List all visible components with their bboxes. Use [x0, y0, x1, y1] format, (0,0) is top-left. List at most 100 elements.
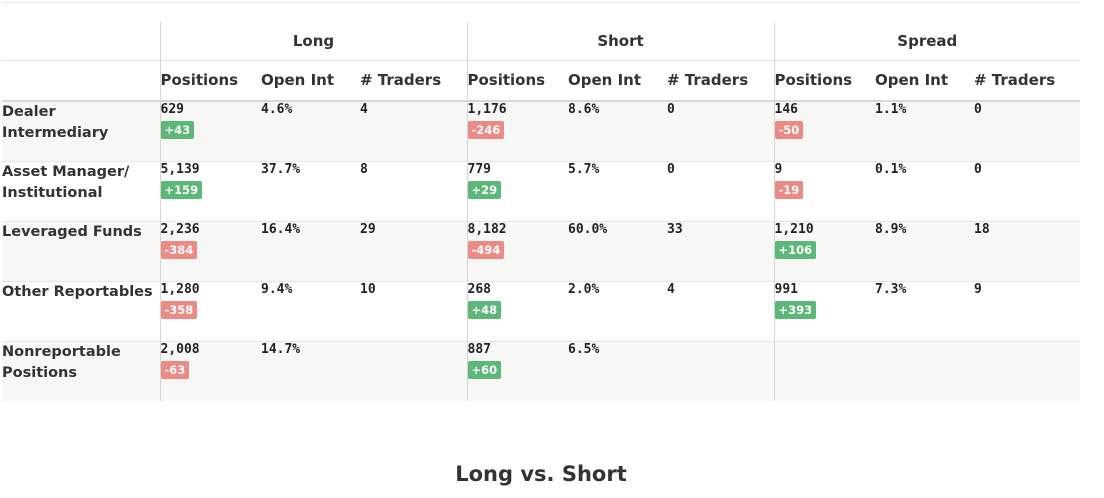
corner-cell	[2, 59, 160, 102]
header-spread-open-int: Open Int	[875, 59, 975, 102]
spread-traders-cell: 9	[974, 281, 1081, 342]
short-positions-cell: 887 +60	[466, 341, 568, 401]
long-open-int-cell: 37.7%	[261, 161, 360, 222]
spread-change-badge: +106	[774, 240, 817, 259]
row-label: Asset Manager/ Institutional	[2, 161, 160, 222]
header-long-traders: # Traders	[360, 59, 467, 102]
section-title: Long vs. Short	[455, 462, 627, 486]
short-change-badge: +29	[467, 180, 502, 199]
short-positions-value: 779	[467, 161, 491, 177]
spread-positions-cell: 991 +393	[773, 281, 876, 342]
long-open-int-cell: 9.4%	[261, 281, 360, 342]
short-traders-cell	[667, 341, 775, 401]
long-change-badge: +159	[160, 180, 203, 199]
long-open-int-cell: 4.6%	[261, 101, 360, 162]
long-positions-cell: 2,236 -384	[159, 221, 261, 282]
long-positions-cell: 1,280 -358	[159, 281, 261, 342]
short-change-badge: -246	[467, 121, 505, 139]
long-change-badge: -384	[160, 240, 198, 259]
long-positions-value: 2,008	[160, 341, 200, 357]
long-positions-cell: 5,139 +159	[159, 161, 261, 222]
spread-positions-cell: 146 -50	[773, 101, 876, 162]
spread-positions-value: 9	[774, 161, 783, 177]
spread-open-int-cell: 7.3%	[875, 281, 975, 342]
group-header-row: Long Short Spread	[2, 22, 1081, 60]
short-positions-cell: 779 +29	[466, 161, 568, 222]
group-header-short: Short	[466, 22, 775, 60]
short-positions-value: 1,176	[467, 102, 507, 117]
corner-cell	[2, 22, 160, 60]
spread-traders-cell: 0	[974, 161, 1081, 222]
long-open-int-cell: 14.7%	[261, 341, 360, 401]
short-positions-cell: 8,182 -494	[466, 221, 568, 282]
short-open-int-cell: 2.0%	[568, 281, 667, 342]
short-change-badge: +48	[467, 300, 502, 319]
spread-positions-value: 146	[774, 102, 798, 117]
spread-open-int-cell	[875, 341, 975, 401]
spread-traders-cell: 18	[974, 221, 1081, 282]
spread-positions-value: 991	[774, 281, 798, 297]
spread-open-int-cell: 0.1%	[875, 161, 975, 222]
table-row: Nonreportable Positions 2,008 -63 14.7% 8…	[2, 341, 1081, 401]
short-traders-cell: 0	[667, 161, 775, 222]
short-open-int-cell: 8.6%	[568, 101, 667, 162]
header-short-open-int: Open Int	[568, 59, 667, 102]
short-open-int-cell: 60.0%	[568, 221, 667, 282]
spread-change-badge: -50	[774, 121, 804, 139]
header-short-traders: # Traders	[667, 59, 775, 102]
header-long-open-int: Open Int	[261, 59, 360, 102]
short-traders-cell: 4	[667, 281, 775, 342]
row-label: Nonreportable Positions	[2, 341, 160, 401]
header-long-positions: Positions	[159, 59, 261, 102]
short-traders-cell: 33	[667, 221, 775, 282]
header-spread-positions: Positions	[773, 59, 876, 102]
short-positions-cell: 1,176 -246	[466, 101, 568, 162]
short-change-badge: +60	[467, 360, 502, 379]
short-positions-value: 8,182	[467, 221, 507, 237]
spread-open-int-cell: 1.1%	[875, 101, 975, 162]
spread-positions-value: 1,210	[774, 221, 814, 237]
long-positions-value: 1,280	[160, 281, 200, 297]
group-header-spread: Spread	[773, 22, 1081, 60]
spread-positions-cell: 1,210 +106	[773, 221, 876, 282]
table-row: Asset Manager/ Institutional 5,139 +159 3…	[2, 161, 1081, 222]
table-row: Dealer Intermediary 629 +43 4.6% 4 1,176-…	[2, 101, 1081, 162]
long-change-badge: -63	[160, 360, 190, 379]
long-positions-cell: 629 +43	[159, 101, 261, 162]
spread-traders-cell	[974, 341, 1081, 401]
short-change-badge: -494	[467, 240, 505, 259]
positions-table: Long Short Spread Positions Open Int # T…	[2, 22, 1081, 401]
row-label: Dealer Intermediary	[2, 101, 160, 162]
long-open-int-cell: 16.4%	[261, 221, 360, 282]
spread-open-int-cell: 8.9%	[875, 221, 975, 282]
spread-positions-cell	[773, 341, 876, 401]
long-traders-cell	[360, 341, 467, 401]
spread-change-badge: -19	[774, 180, 804, 199]
long-traders-cell: 29	[360, 221, 467, 282]
long-positions-value: 629	[160, 102, 184, 117]
header-short-positions: Positions	[466, 59, 568, 102]
long-positions-value: 5,139	[160, 161, 200, 177]
row-label: Other Reportables	[2, 281, 160, 342]
header-spread-traders: # Traders	[974, 59, 1081, 102]
group-header-long: Long	[159, 22, 467, 60]
long-change-badge: +43	[160, 121, 195, 139]
short-open-int-cell: 5.7%	[568, 161, 667, 222]
short-positions-cell: 268 +48	[466, 281, 568, 342]
short-positions-value: 887	[467, 341, 491, 357]
long-positions-value: 2,236	[160, 221, 200, 237]
long-traders-cell: 10	[360, 281, 467, 342]
short-positions-value: 268	[467, 281, 491, 297]
long-traders-cell: 8	[360, 161, 467, 222]
table-row: Leveraged Funds 2,236 -384 16.4% 29 8,182…	[2, 221, 1081, 282]
short-open-int-cell: 6.5%	[568, 341, 667, 401]
long-positions-cell: 2,008 -63	[159, 341, 261, 401]
short-traders-cell: 0	[667, 101, 775, 162]
table-row: Other Reportables 1,280 -358 9.4% 10 268 +…	[2, 281, 1081, 342]
long-change-badge: -358	[160, 300, 198, 319]
spread-positions-cell: 9 -19	[773, 161, 876, 222]
long-traders-cell: 4	[360, 101, 467, 162]
spread-traders-cell: 0	[974, 101, 1081, 162]
top-divider	[2, 2, 1080, 3]
sub-header-row: Positions Open Int # Traders Positions O…	[2, 59, 1081, 102]
